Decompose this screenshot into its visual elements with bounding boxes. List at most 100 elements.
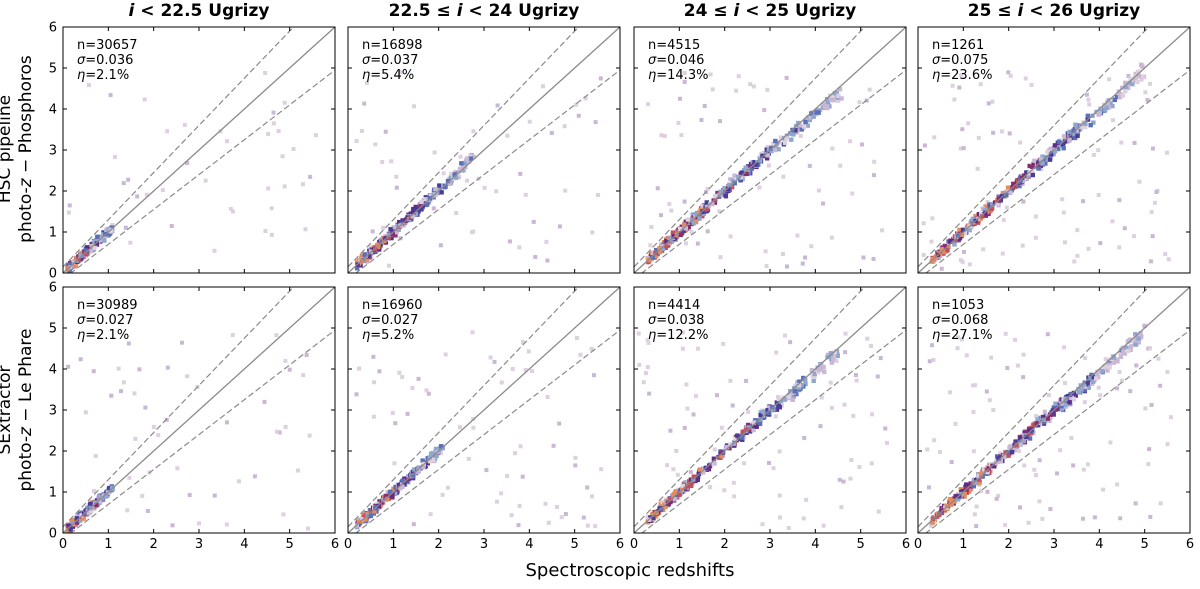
panel-2-3-cell	[732, 494, 737, 499]
row-label-top: HSC pipeline photo-z − Phosphoros	[0, 55, 36, 243]
panel-2-4-cell	[1115, 386, 1120, 391]
panel-1-3-cell	[723, 193, 729, 199]
panel-2-4-cell	[1081, 467, 1086, 472]
panel-1-4-cell	[1038, 157, 1043, 162]
panel-1-2-cell	[383, 129, 388, 134]
panel-2-2-cell	[573, 455, 578, 460]
panel-1-2-cell	[418, 204, 423, 209]
panel-2-4-cell	[989, 355, 994, 360]
panel-1-1-cell	[280, 154, 285, 159]
panel-2-2-cell	[551, 443, 556, 448]
panel-1-3-cell	[829, 235, 834, 240]
panel-2-2-outlier-upper-line	[348, 287, 580, 528]
panel-2-3-cell	[645, 365, 650, 370]
panel-2-3-stat-n: n=4414	[648, 298, 700, 313]
panel-2-2-cell	[420, 458, 425, 463]
panel-1-2-cell	[557, 224, 562, 229]
panel-1-3-cell	[757, 159, 763, 164]
panel-1-2-cell	[460, 165, 466, 170]
panel-1-2-cell	[435, 190, 441, 196]
panel-1-4-cell	[1005, 185, 1011, 190]
panel-1-1-ytick-label: 0	[49, 267, 57, 282]
panel-2-4-cell	[1048, 415, 1053, 421]
panel-2-4-cell	[1068, 397, 1074, 402]
panel-2-4-cell	[1119, 378, 1124, 383]
panel-2-4-cell	[1018, 435, 1023, 440]
panel-2-4-cell	[985, 489, 990, 494]
panel-2-4-cell	[1053, 407, 1058, 412]
panel-1-4-cell	[1060, 142, 1066, 147]
panel-2-4-cell	[1090, 379, 1096, 384]
panel-2-2-stat-n: n=16960	[362, 298, 423, 313]
panel-2-2-cell	[424, 388, 429, 393]
panel-2-3-cell	[803, 381, 808, 387]
panel-1-2-cell	[458, 154, 463, 159]
panel-1-2-cell	[415, 206, 420, 212]
panel-1-4-cell	[955, 233, 961, 238]
panel-2-2-stat-eta: η=5.2%	[362, 328, 414, 343]
panel-1-4-cell	[1128, 76, 1134, 82]
panel-1-3-cell	[679, 133, 684, 138]
panel-2-4-cell	[959, 337, 964, 342]
panel-2-4-cell	[1111, 355, 1116, 360]
panel-1-3-cell	[717, 209, 722, 214]
panel-2-2-cell	[368, 513, 373, 519]
panel-2-4-cell	[1158, 383, 1163, 388]
panel-1-3-cell	[871, 173, 876, 178]
panel-1-1-cell	[282, 100, 287, 105]
panel-1-2-cell	[394, 174, 399, 179]
panel-1-3-cell	[749, 166, 754, 171]
panel-1-3-cell	[739, 170, 744, 175]
panel-2-3-cell	[697, 467, 703, 472]
panel-2-3-cell	[742, 461, 747, 466]
panel-1-4-cell	[1081, 199, 1086, 204]
panel-1-2-cell	[354, 266, 360, 271]
panel-1-3-cell	[872, 159, 877, 164]
panel-2-1-ytick-label: 2	[49, 445, 57, 460]
panel-2-4-cell	[1037, 458, 1042, 463]
panel-2-1-cell	[107, 485, 112, 491]
panel-2-4-outlier-upper-line	[918, 287, 1150, 528]
panel-1-3-cell	[732, 181, 737, 186]
panel-2-2-cell	[372, 380, 377, 385]
panel-1-3-cell	[791, 132, 796, 137]
panel-1-1-cell	[135, 194, 140, 199]
panel-1-4-cell	[1110, 103, 1115, 109]
panel-1-4-stat-eta: η=23.6%	[932, 68, 992, 83]
panel-1-1-cell	[93, 237, 99, 243]
panel-1-4-cell	[1001, 217, 1006, 222]
panel-1-4-cell	[1075, 253, 1080, 258]
panel-1-4-cell	[1008, 190, 1013, 196]
panel-2-4-cell	[1018, 505, 1023, 510]
panel-2-4-cell	[998, 458, 1004, 464]
panel-1-2-cell	[419, 199, 424, 205]
panel-2-3-cell	[809, 368, 815, 373]
panel-1-3-cell	[816, 110, 821, 115]
panel-1-2-cell	[364, 80, 369, 85]
panel-2-3-cell	[828, 351, 834, 356]
panel-1-1-cell	[106, 228, 111, 233]
panel-2-4-cell	[1003, 331, 1008, 336]
panel-1-4-cell	[1083, 121, 1088, 126]
panel-1-2-cell	[517, 245, 522, 250]
panel-2-1-cell	[65, 528, 71, 533]
panel-2-4-cell	[1091, 374, 1096, 380]
panel-2-3-cell	[672, 497, 678, 502]
panel-2-4-outlier-lower-line	[925, 329, 1190, 533]
panel-1-2-cell	[362, 101, 367, 106]
panel-1-4-cell	[1030, 164, 1035, 170]
panel-2-3-cell	[854, 378, 859, 383]
panel-2-4-cell	[998, 451, 1003, 456]
panel-2-3-cell	[668, 428, 673, 433]
panel-1-2-cell	[398, 70, 403, 75]
panel-2-2-cell	[492, 359, 497, 364]
panel-1-2-cell	[531, 219, 536, 224]
panel-1-4-cell	[1136, 73, 1142, 79]
panel-1-2-cell	[383, 236, 388, 241]
panel-2-3-cell	[869, 343, 874, 348]
panel-2-3-cell	[843, 331, 848, 336]
panel-2-3-cell	[685, 406, 690, 411]
panel-2-3-cell	[740, 429, 745, 435]
panel-2-3-cell	[870, 412, 875, 417]
panel-1-4-cell	[1097, 111, 1102, 116]
